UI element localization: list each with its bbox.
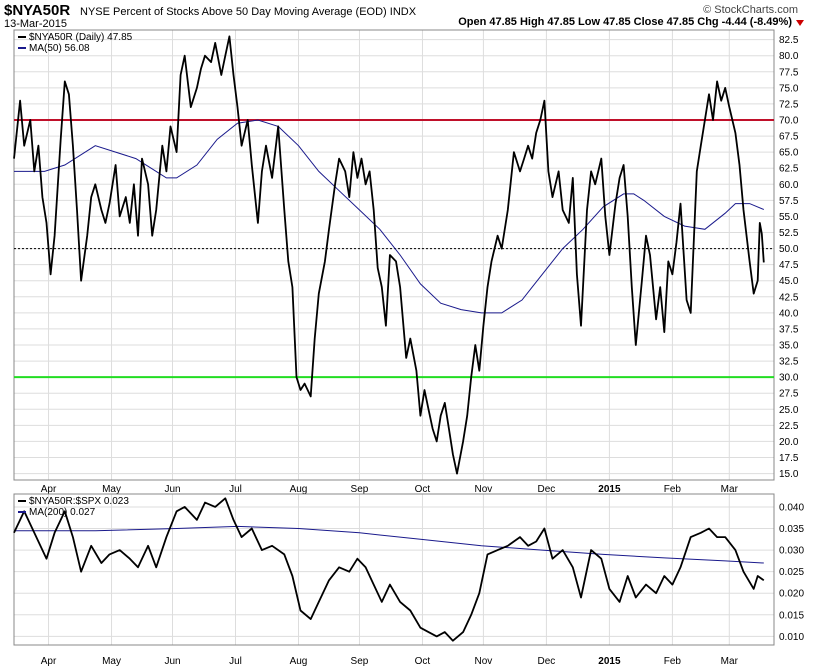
y-tick-label: 0.010 — [779, 632, 804, 643]
y-tick-label: 0.030 — [779, 546, 804, 557]
x-tick-label: Nov — [475, 656, 493, 667]
y-tick-label: 75.0 — [779, 83, 799, 94]
x-tick-label: Aug — [290, 484, 308, 495]
x-tick-label: Dec — [538, 484, 556, 495]
y-tick-label: 67.5 — [779, 132, 799, 143]
x-tick-label: Apr — [41, 484, 57, 495]
y-tick-label: 77.5 — [779, 67, 799, 78]
y-tick-label: 55.0 — [779, 212, 799, 223]
y-tick-label: 32.5 — [779, 357, 799, 368]
plot-frame — [13, 493, 775, 646]
y-tick-label: 57.5 — [779, 196, 799, 207]
y-tick-label: 0.040 — [779, 502, 804, 513]
y-tick-label: 27.5 — [779, 389, 799, 400]
y-tick-label: 0.020 — [779, 589, 804, 600]
y-tick-label: 0.035 — [779, 524, 804, 535]
y-tick-label: 60.0 — [779, 180, 799, 191]
series-line — [13, 35, 765, 475]
x-tick-label: Mar — [721, 656, 739, 667]
y-tick-label: 15.0 — [779, 469, 799, 480]
y-tick-label: 50.0 — [779, 244, 799, 255]
x-tick-label: 2015 — [598, 656, 621, 667]
x-tick-label: Feb — [664, 484, 682, 495]
x-tick-label: Nov — [475, 484, 493, 495]
y-tick-label: 62.5 — [779, 164, 799, 175]
legend-ma-label: MA(50) 56.08 — [29, 43, 90, 54]
x-tick-label: Jul — [229, 484, 242, 495]
symbol-title: $NYA50R — [4, 2, 71, 19]
x-tick-label: Feb — [664, 656, 682, 667]
y-tick-label: 47.5 — [779, 260, 799, 271]
down-arrow-icon — [796, 20, 804, 26]
ma-line — [14, 119, 764, 314]
y-tick-label: 20.0 — [779, 437, 799, 448]
x-tick-label: Jun — [164, 656, 180, 667]
x-tick-label: May — [102, 656, 121, 667]
y-tick-label: 25.0 — [779, 405, 799, 416]
y-tick-label: 52.5 — [779, 228, 799, 239]
x-tick-label: Mar — [721, 484, 739, 495]
y-tick-label: 72.5 — [779, 99, 799, 110]
series-line — [13, 497, 765, 642]
legend-series-label: $NYA50R (Daily) 47.85 — [29, 32, 133, 43]
x-tick-label: Oct — [415, 484, 431, 495]
y-tick-label: 40.0 — [779, 308, 799, 319]
x-tick-label: Sep — [351, 656, 369, 667]
x-tick-label: Aug — [290, 656, 308, 667]
x-tick-label: Apr — [41, 656, 57, 667]
y-tick-label: 35.0 — [779, 341, 799, 352]
stockcharts-brand[interactable]: © StockCharts.com — [703, 4, 798, 16]
y-tick-label: 0.025 — [779, 567, 804, 578]
chart-description: NYSE Percent of Stocks Above 50 Day Movi… — [80, 6, 417, 18]
legend-series-label: $NYA50R:$SPX 0.023 — [29, 496, 129, 507]
y-tick-label: 37.5 — [779, 324, 799, 335]
main-panel: 15.0 17.5 20.0 22.5 25.0 27.5 30.0 32.5 35.0 37.5… — [13, 29, 799, 495]
legend-ma-label: MA(200) 0.027 — [29, 507, 96, 518]
y-tick-label: 45.0 — [779, 276, 799, 287]
ohlc-readout: Open 47.85 High 47.85 Low 47.85 Close 47… — [458, 16, 792, 28]
x-tick-label: Sep — [351, 484, 369, 495]
y-tick-label: 82.5 — [779, 35, 799, 46]
x-tick-label: 2015 — [598, 484, 621, 495]
y-tick-label: 80.0 — [779, 51, 799, 62]
y-tick-label: 17.5 — [779, 453, 799, 464]
x-tick-label: Oct — [415, 656, 431, 667]
y-tick-label: 42.5 — [779, 292, 799, 303]
y-tick-label: 70.0 — [779, 116, 799, 127]
x-tick-label: Jul — [229, 656, 242, 667]
y-tick-label: 65.0 — [779, 148, 799, 159]
chart-date: 13-Mar-2015 — [4, 18, 67, 30]
y-tick-label: 22.5 — [779, 421, 799, 432]
y-tick-label: 30.0 — [779, 373, 799, 384]
ratio-panel: 0.010 0.015 0.020 0.025 0.030 0.035 0.040 Apr Ma… — [13, 493, 804, 667]
x-tick-label: May — [102, 484, 121, 495]
plot-frame — [13, 29, 775, 481]
x-tick-label: Jun — [164, 484, 180, 495]
y-tick-label: 0.015 — [779, 610, 804, 621]
ma-line — [14, 525, 764, 564]
x-tick-label: Dec — [538, 656, 556, 667]
